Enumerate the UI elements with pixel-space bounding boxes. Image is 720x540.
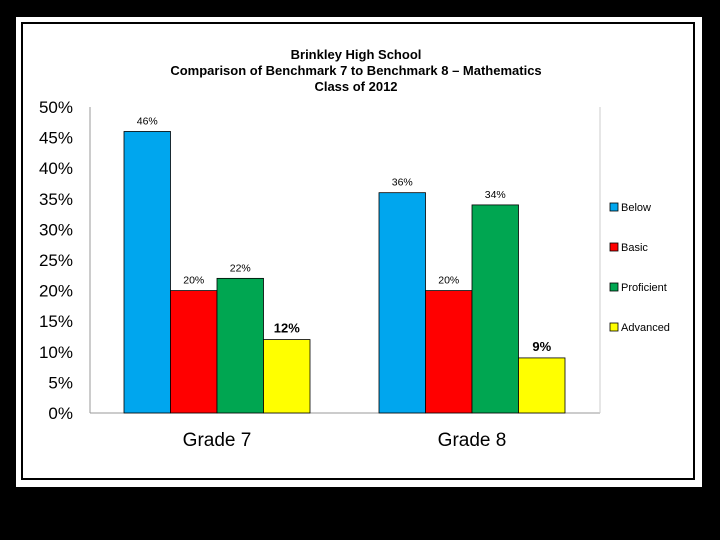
y-tick-label: 10% (39, 343, 73, 362)
plot-area: 0% 5% 10% 15% 20% 25% 30% 35% 40% 45% 50% 46% 20% 22%… (39, 98, 601, 451)
data-label: 9% (532, 339, 551, 354)
legend-swatch-proficient (609, 282, 619, 292)
y-tick-label: 20% (39, 282, 73, 301)
y-tick-label: 35% (39, 190, 73, 209)
bar-proficient-1 (216, 277, 264, 414)
data-label: 46% (137, 115, 158, 127)
y-tick-label: 25% (39, 251, 73, 270)
y-tick-label: 30% (39, 220, 73, 239)
bar-basic-1 (170, 290, 218, 414)
y-tick-label: 15% (39, 312, 73, 331)
x-category-label: Grade 8 (438, 430, 507, 451)
chart-subtitle-line-2: Class of 2012 (314, 79, 397, 94)
legend-label-below: Below (621, 202, 651, 214)
y-tick-label: 0% (48, 404, 73, 423)
chart-title: Brinkley High School (291, 47, 422, 62)
bar-below-1 (123, 131, 171, 414)
legend-swatch-below (609, 202, 619, 212)
y-tick-label: 45% (39, 129, 73, 148)
data-label: 36% (392, 177, 413, 189)
slide-border (21, 22, 695, 480)
y-tick-label: 50% (39, 98, 73, 117)
legend-label-proficient: Proficient (621, 282, 667, 294)
x-category-label: Grade 7 (183, 430, 252, 451)
bar-proficient-2 (471, 204, 519, 414)
chart-subtitle-line-1: Comparison of Benchmark 7 to Benchmark 8… (170, 63, 541, 78)
legend-label-basic: Basic (621, 242, 648, 254)
data-label: 22% (230, 262, 251, 274)
legend-label-advanced: Advanced (621, 322, 670, 334)
data-label: 34% (485, 189, 506, 201)
y-tick-label: 5% (48, 373, 73, 392)
bar-advanced-1 (263, 339, 311, 414)
data-label: 12% (274, 321, 300, 336)
bar-below-2 (378, 192, 426, 414)
bar-advanced-2 (518, 357, 566, 414)
y-tick-label: 40% (39, 159, 73, 178)
data-label: 20% (438, 275, 459, 287)
data-label: 20% (183, 275, 204, 287)
bar-basic-2 (425, 290, 473, 414)
legend-swatch-basic (609, 242, 619, 252)
legend-swatch-advanced (609, 322, 619, 332)
legend: Below Basic Proficient Advanced (609, 202, 670, 334)
